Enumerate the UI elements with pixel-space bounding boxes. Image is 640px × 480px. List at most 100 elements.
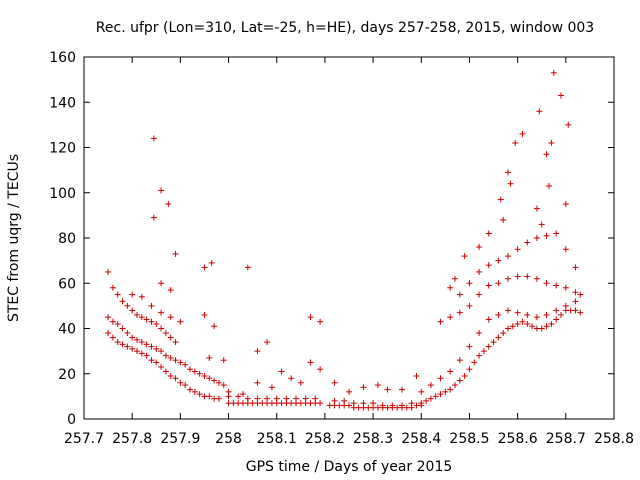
data-point bbox=[346, 402, 352, 409]
data-point bbox=[215, 379, 222, 386]
data-point bbox=[533, 205, 540, 212]
data-point bbox=[485, 316, 492, 323]
data-point bbox=[254, 379, 261, 386]
data-point bbox=[177, 318, 184, 325]
data-point bbox=[114, 320, 121, 327]
data-point bbox=[254, 395, 261, 402]
data-point bbox=[341, 397, 348, 404]
x-tick-label: 258.3 bbox=[353, 431, 393, 447]
data-point bbox=[182, 361, 189, 368]
data-point bbox=[577, 309, 584, 316]
data-point bbox=[158, 280, 165, 287]
data-point bbox=[437, 391, 444, 398]
data-point bbox=[505, 253, 511, 260]
data-point bbox=[177, 379, 184, 386]
data-point bbox=[148, 357, 155, 364]
data-point bbox=[105, 268, 112, 275]
y-tick-label: 40 bbox=[58, 322, 76, 338]
data-point bbox=[162, 368, 169, 375]
data-point bbox=[153, 320, 160, 327]
data-points bbox=[105, 69, 584, 411]
data-point bbox=[558, 311, 564, 318]
data-point bbox=[505, 307, 511, 314]
data-point bbox=[456, 357, 463, 364]
data-point bbox=[548, 139, 555, 146]
data-point bbox=[447, 314, 454, 321]
y-tick-label: 60 bbox=[58, 276, 76, 292]
data-point bbox=[191, 388, 198, 395]
data-point bbox=[307, 314, 314, 321]
data-point bbox=[432, 393, 439, 400]
data-point bbox=[148, 318, 155, 325]
data-point bbox=[293, 395, 299, 402]
data-point bbox=[138, 293, 145, 300]
data-point bbox=[500, 330, 507, 337]
data-point bbox=[158, 348, 165, 355]
data-point bbox=[297, 379, 304, 386]
data-point bbox=[167, 334, 174, 341]
data-point bbox=[302, 395, 309, 402]
data-point bbox=[244, 264, 251, 271]
data-point bbox=[201, 373, 208, 380]
data-point bbox=[109, 318, 116, 325]
data-point bbox=[456, 309, 463, 316]
data-point bbox=[220, 382, 227, 389]
y-tick-label: 0 bbox=[67, 412, 76, 428]
data-point bbox=[124, 330, 131, 337]
data-point bbox=[206, 375, 213, 382]
data-point bbox=[254, 348, 261, 355]
data-point bbox=[538, 221, 545, 228]
data-point bbox=[572, 307, 579, 314]
x-tick-label: 258.2 bbox=[305, 431, 345, 447]
data-point bbox=[211, 377, 218, 384]
data-point bbox=[466, 343, 473, 350]
data-point bbox=[413, 373, 420, 380]
data-point bbox=[485, 282, 492, 289]
data-point bbox=[109, 334, 116, 341]
data-point bbox=[562, 302, 569, 309]
data-point bbox=[134, 348, 140, 355]
data-point bbox=[471, 359, 478, 366]
data-point bbox=[466, 366, 473, 373]
data-point bbox=[562, 201, 569, 208]
data-point bbox=[172, 357, 179, 364]
data-point bbox=[119, 325, 126, 332]
data-point bbox=[519, 130, 526, 137]
data-point bbox=[370, 400, 377, 407]
data-point bbox=[158, 187, 165, 194]
data-point bbox=[572, 264, 579, 271]
data-point bbox=[196, 370, 203, 377]
data-point bbox=[529, 323, 536, 330]
data-point bbox=[427, 382, 434, 389]
data-point bbox=[172, 339, 179, 346]
data-point bbox=[565, 121, 572, 128]
data-point bbox=[273, 395, 280, 402]
data-point bbox=[399, 386, 405, 393]
data-point bbox=[201, 311, 208, 318]
x-tick-label: 258.6 bbox=[498, 431, 538, 447]
data-point bbox=[317, 318, 324, 325]
data-point bbox=[191, 368, 198, 375]
data-point bbox=[553, 307, 560, 314]
data-point bbox=[138, 339, 145, 346]
data-point bbox=[514, 273, 521, 280]
data-point bbox=[360, 384, 367, 391]
data-point bbox=[317, 366, 324, 373]
data-point bbox=[317, 400, 324, 407]
data-point bbox=[447, 284, 454, 291]
data-point bbox=[119, 341, 126, 348]
data-point bbox=[485, 343, 492, 350]
data-point bbox=[408, 400, 415, 407]
data-point bbox=[572, 289, 579, 296]
data-point bbox=[447, 386, 454, 393]
data-point bbox=[466, 280, 473, 287]
data-point bbox=[577, 291, 584, 298]
data-point bbox=[550, 69, 557, 76]
data-point bbox=[389, 402, 396, 409]
data-point bbox=[129, 334, 136, 341]
data-point bbox=[533, 235, 540, 241]
data-point bbox=[495, 257, 502, 264]
data-point bbox=[379, 402, 386, 409]
data-point bbox=[346, 388, 352, 395]
